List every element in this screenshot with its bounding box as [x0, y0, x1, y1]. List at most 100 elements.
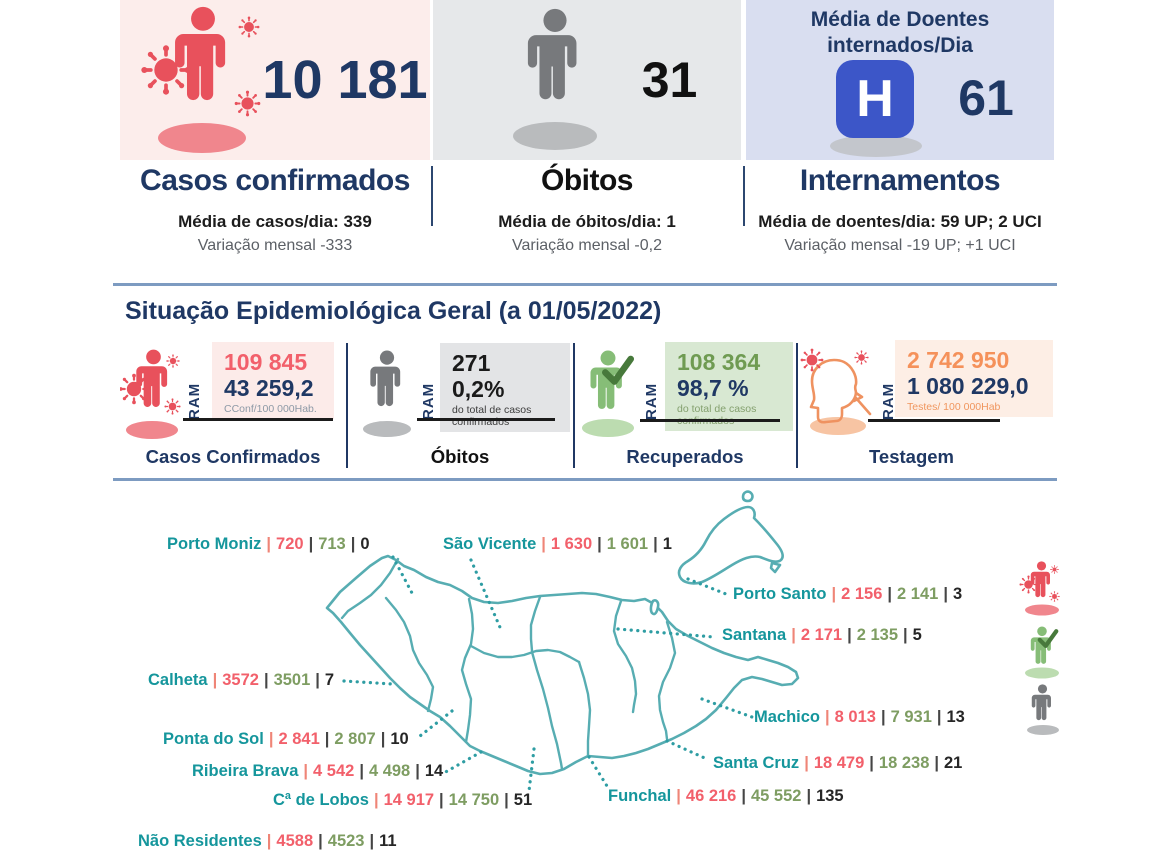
deaths-count: 14	[424, 762, 444, 780]
municipality-label-ribeira-brava: Ribeira Brava | 4 542 | 4 498 | 14	[192, 762, 443, 781]
separator: |	[439, 791, 444, 809]
deaths-rate: 0,2%	[452, 376, 505, 402]
deaths-avg-line: Média de óbitos/dia: 1	[498, 212, 676, 231]
madeira-map	[325, 490, 800, 793]
hospital-icon: H	[830, 60, 922, 157]
recovered-count: 45 552	[750, 787, 802, 805]
deaths-variation-line: Variação mensal -0,2	[512, 237, 662, 254]
non-residents-label: Não Residentes | 4588 | 4523 | 11	[138, 832, 397, 851]
separator: |	[268, 730, 274, 748]
separator: |	[308, 535, 314, 553]
municipality-label-funchal: Funchal | 46 216 | 45 552 | 135	[608, 787, 844, 806]
legend-deaths-icon	[1027, 684, 1059, 735]
confirmed-cases-value: 10 181	[262, 50, 428, 110]
separator: |	[263, 671, 269, 689]
stat-underline	[417, 418, 555, 421]
deaths-person-icon	[513, 8, 597, 150]
separator: |	[653, 535, 658, 553]
islet-east	[769, 561, 782, 574]
separator: |	[676, 787, 681, 805]
leader-line-santa-cruz	[665, 739, 711, 762]
municipality-label-calheta: Calheta | 3572 | 3501 | 7	[148, 671, 334, 690]
deaths-count: 135	[816, 787, 844, 805]
stat-divider-2	[573, 343, 575, 468]
stat-underline	[183, 418, 333, 421]
hospitalized-title: Internamentos	[799, 164, 1001, 197]
confirmed-person-virus-icon-small	[120, 349, 181, 439]
municipality-borders	[340, 557, 677, 771]
deaths-count: 21	[944, 754, 963, 772]
stat-label-deaths: Óbitos	[430, 446, 490, 467]
separator: |	[831, 585, 837, 603]
confirmed-value-box: 109 845 43 259,2 CConf/100 000Hab.	[212, 342, 334, 419]
testing-head-swab-icon	[800, 348, 872, 435]
confirmed-count: 2 171	[800, 626, 843, 644]
deaths-note: do total de casos confirmados	[452, 404, 532, 428]
municipality-name: Machico	[754, 708, 821, 726]
separator: |	[380, 730, 386, 748]
separator: |	[825, 708, 830, 726]
separator: |	[369, 832, 375, 850]
recovered-value-box: 108 364 98,7 % do total de casos confirm…	[665, 342, 793, 431]
card-deaths: 31 Óbitos Média de óbitos/dia: 1 Variaçã…	[433, 0, 741, 254]
separator: |	[266, 535, 272, 553]
card-visual-hospitalized: Média de Doentes internados/Dia H 61	[746, 0, 1054, 160]
separator: |	[903, 626, 908, 644]
separator: |	[359, 762, 364, 780]
confirmed-person-virus-icon	[140, 6, 261, 153]
separator: |	[791, 626, 796, 644]
leader-line-sao-vicente	[469, 558, 504, 634]
confirmed-variation-line: Variação mensal -333	[197, 237, 353, 254]
card-divider-1	[431, 166, 433, 226]
testing-value-box: 2 742 950 1 080 229,0 Testes/ 100 000Hab	[895, 340, 1053, 417]
separator: |	[373, 791, 379, 809]
hospitalized-value: 61	[958, 70, 1014, 126]
deaths-count: 7	[324, 671, 335, 689]
recovered-count: 14 750	[448, 791, 500, 809]
leader-line-calheta	[342, 679, 394, 686]
separator: |	[880, 708, 886, 726]
separator: |	[741, 787, 746, 805]
deaths-total: 271	[452, 350, 491, 376]
separator: |	[303, 762, 309, 780]
deaths-count: 1	[662, 535, 672, 553]
separator: |	[315, 671, 320, 689]
recovered-total: 108 364	[677, 349, 761, 375]
leader-line-porto-santo	[686, 577, 728, 596]
section-divider-top	[113, 283, 1057, 286]
deaths-count: 3	[952, 585, 963, 603]
deaths-title: Óbitos	[541, 164, 634, 197]
separator: |	[266, 832, 272, 850]
recovered-rate: 98,7 %	[677, 375, 749, 401]
confirmed-cases-title: Casos confirmados	[140, 164, 410, 197]
municipality-name: Ponta do Sol	[163, 730, 264, 748]
confirmed-count: 14 917	[383, 791, 435, 809]
leader-line-santana	[616, 627, 716, 639]
confirmed-count: 1 630	[550, 535, 593, 553]
municipality-name: São Vicente	[443, 535, 537, 553]
confirmed-total: 109 845	[224, 349, 308, 375]
recovered-count: 2 807	[334, 730, 376, 748]
municipality-label-santa-cruz: Santa Cruz | 18 479 | 18 238 | 21	[713, 754, 962, 773]
hospitalized-panel-title: Média de Doentes internados/Dia	[810, 8, 990, 57]
separator: |	[415, 762, 420, 780]
separator: |	[504, 791, 509, 809]
islet-north	[741, 490, 754, 503]
separator: |	[847, 626, 852, 644]
madeira-map-section: Porto Moniz | 720 | 713 | 0 São Vicente | 1 630 |…	[0, 480, 1170, 859]
separator: |	[869, 754, 874, 772]
deaths-count: 0	[360, 535, 370, 553]
municipality-label-porto-moniz: Porto Moniz | 720 | 713 | 0	[167, 535, 370, 554]
deaths-count: 13	[946, 708, 965, 726]
municipality-label-sao-vicente: São Vicente | 1 630 | 1 601 | 1	[443, 535, 672, 554]
confirmed-count: 2 156	[841, 585, 883, 603]
deaths-person-icon-small	[363, 350, 411, 437]
stat-underline	[640, 419, 780, 422]
deaths-count: 10	[390, 730, 409, 748]
separator: |	[936, 708, 942, 726]
separator: |	[804, 754, 809, 772]
confirmed-count: 2 841	[278, 730, 320, 748]
separator: |	[943, 585, 948, 603]
municipality-name: Santa Cruz	[713, 754, 800, 772]
